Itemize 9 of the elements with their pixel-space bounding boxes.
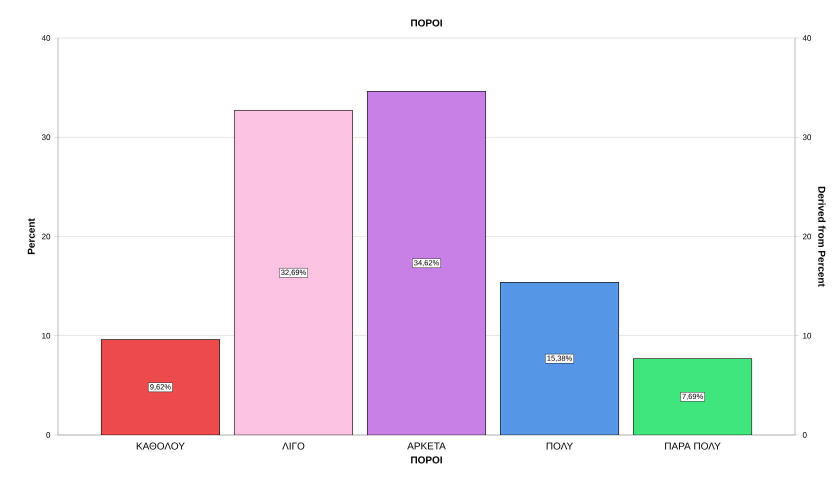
x-axis-title: ΠΟΡΟΙ — [411, 456, 442, 464]
x-tick-label: ΚΑΘΟΛΟΥ — [136, 442, 185, 450]
chart-title: ΠΟΡΟΙ — [411, 19, 442, 26]
x-tick-label: ΛΙΓΟ — [282, 442, 304, 450]
x-tick-label: ΠΑΡΑ ΠΟΛΥ — [665, 442, 721, 450]
y2-axis-title: Derived from Percent — [818, 186, 826, 287]
y-axis-title: Percent — [28, 218, 35, 254]
x-tick-label: ΠΟΛΥ — [546, 442, 573, 450]
x-tick-label: ΑΡΚΕΤΑ — [407, 442, 446, 450]
